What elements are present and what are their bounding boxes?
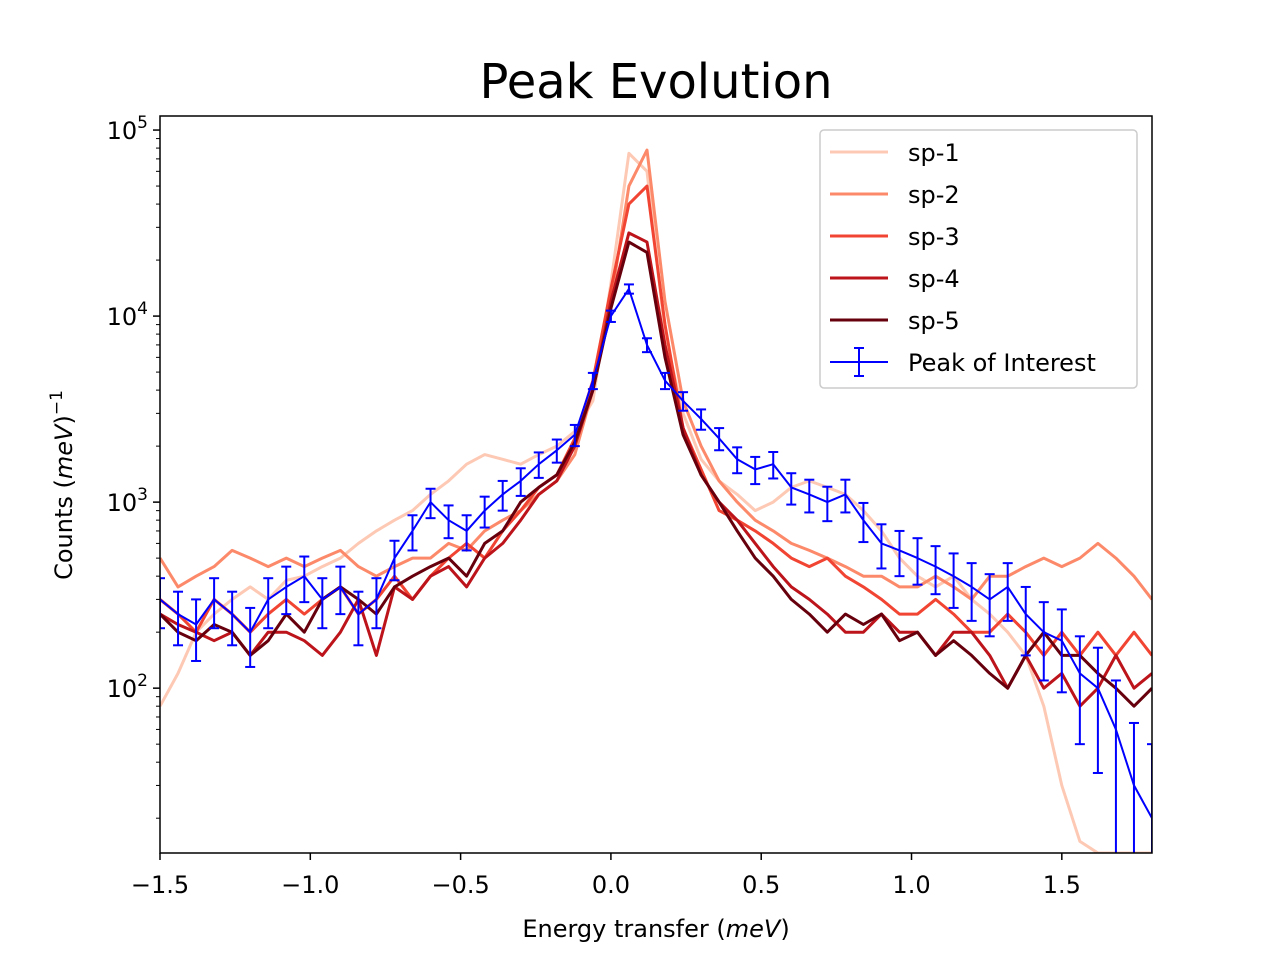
error-bar <box>209 577 220 630</box>
error-bar <box>840 478 851 514</box>
error-bar <box>984 573 995 638</box>
series-line <box>160 148 1152 601</box>
x-tick-label: −0.5 <box>431 871 489 899</box>
y-axis: 102 103 104 105 <box>107 113 160 819</box>
x-axis-label: Energy transfer (meV) <box>522 915 789 943</box>
error-bar <box>623 283 634 295</box>
error-bar <box>317 577 328 630</box>
error-bar <box>407 514 418 552</box>
error-bar <box>371 577 382 630</box>
series-line <box>160 231 1152 708</box>
error-bar <box>587 371 598 391</box>
error-bar <box>822 485 833 523</box>
error-bar <box>858 501 869 544</box>
error-bar <box>786 472 797 506</box>
legend-label: sp-2 <box>908 181 960 209</box>
error-bar <box>930 545 941 596</box>
x-axis: −1.5 −1.0 −0.5 0.0 0.5 1.0 1.5 <box>131 853 1081 899</box>
error-bar <box>353 590 364 647</box>
error-bar <box>1056 608 1067 694</box>
series-sp-2 <box>160 148 1152 601</box>
legend-item: sp-4 <box>830 265 960 293</box>
error-bar <box>335 565 346 616</box>
x-tick-label: −1.0 <box>281 871 339 899</box>
error-bar <box>1038 601 1049 682</box>
error-bar <box>533 451 544 479</box>
error-bar <box>894 529 905 578</box>
error-bar <box>1074 635 1085 746</box>
error-bar <box>912 537 923 586</box>
error-bar <box>641 337 652 354</box>
x-tick-label: 1.0 <box>892 871 930 899</box>
error-bar <box>1092 646 1103 774</box>
error-bar <box>1020 585 1031 657</box>
legend-label: Peak of Interest <box>908 349 1096 377</box>
series-line <box>160 287 1152 819</box>
series-layer <box>160 148 1152 853</box>
legend-label: sp-5 <box>908 307 960 335</box>
error-bar <box>1110 679 1121 853</box>
error-bar <box>263 577 274 630</box>
error-bar <box>732 446 743 475</box>
legend-label: sp-4 <box>908 265 960 293</box>
error-bar <box>948 552 959 609</box>
series-peak-of-interest <box>160 283 1152 853</box>
chart-title: Peak Evolution <box>479 54 832 110</box>
legend-item: sp-1 <box>830 139 960 167</box>
error-bar <box>678 391 689 412</box>
y-tick-label: 103 <box>107 485 148 517</box>
error-bar <box>876 523 887 570</box>
series-sp-4 <box>160 231 1152 708</box>
legend: sp-1 sp-2 sp-3 sp-4 sp-5 Peak of Interest <box>819 129 1138 389</box>
error-bar <box>1128 721 1139 853</box>
error-bar <box>245 606 256 668</box>
x-tick-label: 1.5 <box>1043 871 1081 899</box>
error-bar <box>443 504 454 540</box>
y-tick-label: 102 <box>107 671 148 703</box>
y-tick-label: 105 <box>107 113 148 145</box>
error-bar <box>227 590 238 647</box>
x-tick-label: 0.0 <box>592 871 630 899</box>
x-tick-label: 0.5 <box>742 871 780 899</box>
error-bar <box>479 495 490 529</box>
error-bar <box>160 577 165 630</box>
legend-label: sp-1 <box>908 139 960 167</box>
error-bar <box>696 408 707 431</box>
error-bar <box>966 562 977 622</box>
legend-item: Peak of Interest <box>830 347 1096 377</box>
error-bar <box>768 450 779 480</box>
error-bar <box>804 478 815 514</box>
error-bar <box>750 455 761 486</box>
error-bar <box>569 423 580 448</box>
error-bar <box>1147 743 1152 853</box>
legend-item: sp-3 <box>830 223 960 251</box>
error-bar <box>191 598 202 662</box>
error-bar <box>660 371 671 391</box>
error-bar <box>461 514 472 552</box>
error-bar <box>714 427 725 452</box>
legend-label: sp-3 <box>908 223 960 251</box>
x-tick-label: −1.5 <box>131 871 189 899</box>
y-axis-label: Counts (meV)−1 <box>47 390 78 580</box>
error-bar <box>173 590 184 647</box>
y-tick-label: 104 <box>107 299 148 331</box>
error-bar <box>389 539 400 582</box>
error-bar <box>497 479 508 512</box>
error-bar <box>551 438 562 464</box>
legend-item: sp-2 <box>830 181 960 209</box>
error-bar <box>281 565 292 616</box>
legend-item: sp-5 <box>830 307 960 335</box>
error-bar <box>299 555 310 604</box>
error-bar <box>1002 562 1013 622</box>
plot-frame <box>159 115 1153 854</box>
error-bar <box>425 487 436 520</box>
error-bar <box>515 467 526 497</box>
error-bar <box>605 309 616 323</box>
